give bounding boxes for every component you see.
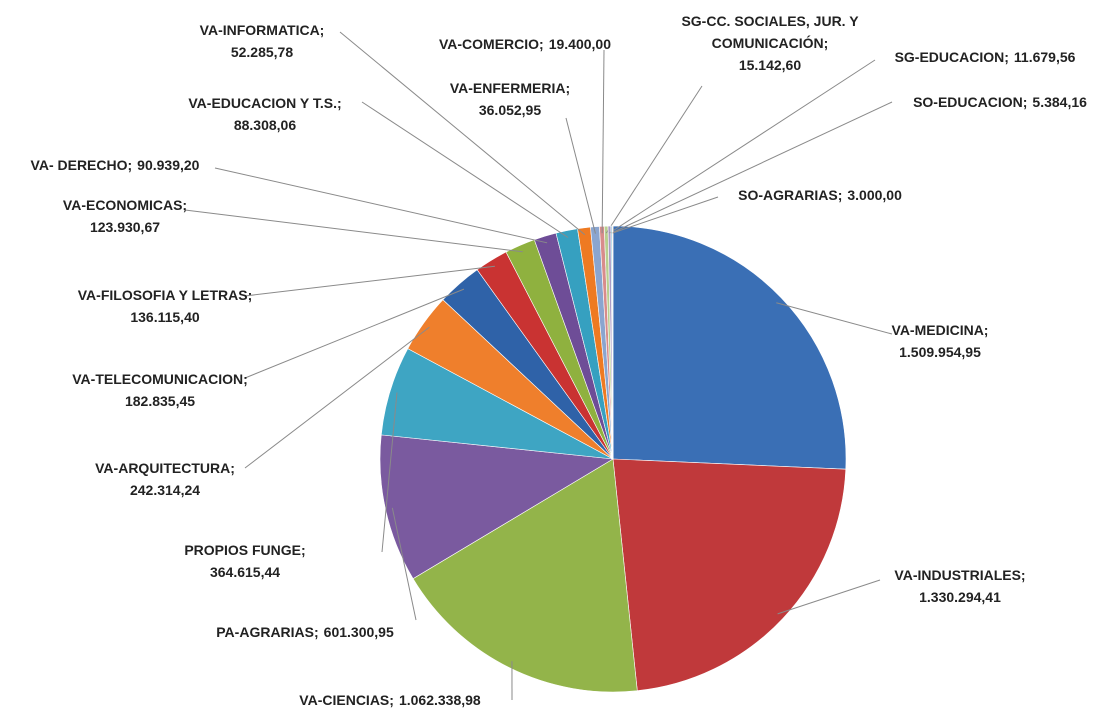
leader-line [244,265,495,297]
value-label: 52.285,78 [230,44,294,60]
leader-line [381,392,398,553]
category-label: VA-ENFERMERIA; [449,80,571,96]
value-label: 123.930,67 [89,219,161,235]
category-label: PA-AGRARIAS; [216,624,319,640]
leader-line [601,49,605,234]
data-label: VA-INFORMATICA; 52.285,78 [200,19,325,63]
category-label: SO-EDUCACION; [913,94,1028,110]
data-label: VA- DERECHO; 90.939,20 [31,154,200,176]
value-label: 36.052,95 [478,102,542,118]
value-label: 90.939,20 [137,157,200,173]
category-label: VA-ECONOMICAS; [62,197,188,213]
category-label: VA-INFORMATICA; [199,22,325,38]
data-label: VA-FILOSOFIA Y LETRAS; 136.115,40 [78,284,253,328]
category-label: VA-INDUSTRIALES; [894,567,1026,583]
leader-line [214,167,548,244]
data-label: VA-ARQUITECTURA; 242.314,24 [95,457,235,501]
category-label: VA-ARQUITECTURA; [95,460,235,476]
data-label: VA-ENFERMERIA; 36.052,95 [450,77,570,121]
pie-slice [612,225,847,470]
data-label: VA-CIENCIAS; 1.062.338,98 [299,689,480,711]
leader-line [339,31,586,236]
pie-slice [611,225,614,460]
value-label: 1.509.954,95 [899,344,981,360]
value-label: 1.330.294,41 [919,589,1001,605]
leader-line [776,302,893,335]
category-label: SO-AGRARIAS; [738,187,843,203]
value-label: 11.679,56 [1013,49,1076,65]
category-label: VA-TELECOMUNICACION; [72,371,248,387]
data-label: VA-COMERCIO; 19.400,00 [439,33,611,55]
leader-line [184,209,523,253]
value-label: 19.400,00 [548,36,612,52]
value-label: 88.308,06 [233,117,297,133]
data-label: SO-EDUCACION; 5.384,16 [913,91,1087,113]
value-label: 601.300,95 [323,624,394,640]
leader-line [565,117,596,234]
data-label: VA-MEDICINA; 1.509.954,95 [892,319,989,363]
category-label: VA-MEDICINA; [891,322,989,338]
pie-slice [379,434,614,580]
leader-line [777,579,881,615]
leader-line [609,59,876,234]
data-label: VA-INDUSTRIALES; 1.330.294,41 [894,564,1025,608]
data-label: SG-CC. SOCIALES, JUR. Y COMUNICACIÓN; 15.… [650,10,890,76]
data-label: PA-AGRARIAS; 601.300,95 [216,621,393,643]
value-label: 242.314,24 [129,482,201,498]
data-label: VA-EDUCACION Y T.S.; 88.308,06 [188,92,341,136]
pie-slice [612,458,847,692]
leader-line [612,196,719,234]
leader-line [605,85,703,234]
value-label: 15.142,60 [738,57,802,73]
category-label: VA-EDUCACION Y T.S.; [188,95,342,111]
category-label: SG-EDUCACION; [894,49,1009,65]
value-label: 5.384,16 [1032,94,1087,110]
category-label: VA-FILOSOFIA Y LETRAS; [77,287,253,303]
category-label: PROPIOS FUNGE; [184,542,306,558]
data-label: SG-EDUCACION; 11.679,56 [895,46,1076,68]
value-label: 182.835,45 [124,393,196,409]
value-label: 136.115,40 [130,309,200,325]
pie-slice [412,458,638,693]
value-label: 3.000,00 [847,187,902,203]
category-label: VA-CIENCIAS; [299,692,394,708]
leader-line [611,101,893,234]
value-label: 1.062.338,98 [398,692,481,708]
value-label: 364.615,44 [209,564,281,580]
data-label: PROPIOS FUNGE; 364.615,44 [184,539,305,583]
data-label: SO-AGRARIAS; 3.000,00 [738,184,902,206]
leader-line [361,101,569,238]
leader-line [244,326,430,469]
leader-line [244,288,465,379]
data-label: VA-TELECOMUNICACION; 182.835,45 [72,368,248,412]
category-label: VA- DERECHO; [30,157,133,173]
data-label: VA-ECONOMICAS; 123.930,67 [63,194,187,238]
leader-line [391,507,417,621]
category-label: SG-CC. SOCIALES, JUR. Y COMUNICACIÓN; [681,13,859,51]
category-label: VA-COMERCIO; [438,36,544,52]
